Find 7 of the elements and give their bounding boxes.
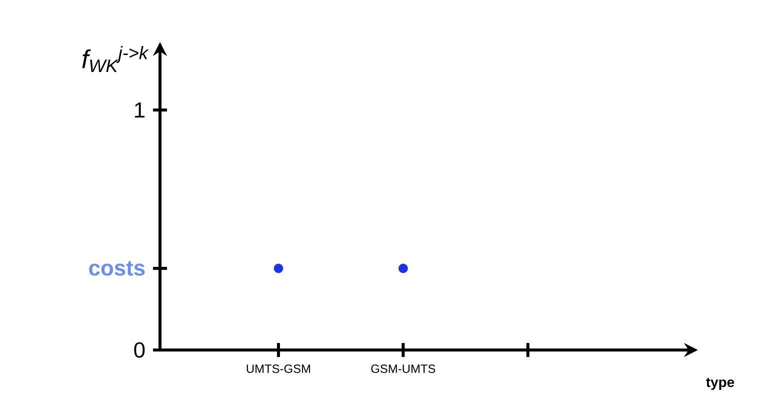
y-tick-label: costs [89,261,145,276]
y-tick-label: 1 [135,102,144,118]
x-tick-label: UMTS-GSM [246,364,310,373]
x-tick-label: GSM-UMTS [371,364,436,373]
x-axis-title: type [706,378,734,390]
y-axis-title: f$_{WK}$j->k [82,46,149,72]
y-tick-label: 0 [134,342,145,358]
